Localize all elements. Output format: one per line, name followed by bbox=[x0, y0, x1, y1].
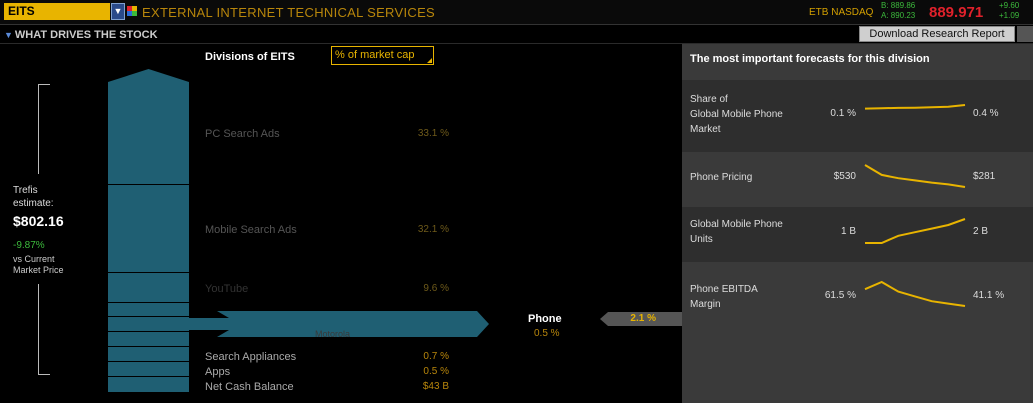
download-report-button[interactable]: Download Research Report bbox=[859, 26, 1015, 42]
bracket-top bbox=[38, 84, 50, 174]
panel-scroll-button[interactable] bbox=[1017, 26, 1033, 42]
selected-division-label[interactable]: Phone bbox=[528, 313, 562, 325]
forecast-name: Global Mobile Phone Units bbox=[690, 217, 783, 247]
estimate-note-line1: vs Current bbox=[13, 254, 55, 264]
division-value-mobile-search-ads: 32.1 % bbox=[417, 224, 449, 235]
price-change: +9.60 +1.09 bbox=[999, 1, 1019, 21]
security-type-icon bbox=[127, 6, 137, 16]
forecast-end-value: $281 bbox=[973, 171, 996, 182]
forecast-end-value: 41.1 % bbox=[973, 290, 1005, 301]
division-value-search-appliances: 0.7 % bbox=[423, 351, 449, 362]
divider bbox=[0, 43, 1033, 44]
section-header bbox=[0, 26, 1033, 43]
collapse-triangle-icon: ▼ bbox=[4, 30, 13, 40]
selected-division-share: 0.5 % bbox=[534, 328, 560, 339]
estimate-note-line2: Market Price bbox=[13, 265, 64, 275]
estimate-label-line1: Trefis bbox=[13, 185, 38, 196]
divisions-title: Divisions of EITS bbox=[205, 51, 295, 63]
forecast-name-line: Phone EBITDA bbox=[690, 284, 758, 295]
company-name: EXTERNAL INTERNET TECHNICAL SERVICES bbox=[142, 5, 436, 20]
forecast-name: Share of Global Mobile Phone Market bbox=[690, 92, 783, 137]
segment-mobile-search-ads[interactable] bbox=[108, 185, 189, 273]
segment-motorola[interactable] bbox=[108, 317, 189, 332]
forecast-start-value: $530 bbox=[833, 171, 856, 182]
forecast-name-line: Global Mobile Phone bbox=[690, 219, 783, 230]
stack-arrow-cap bbox=[108, 69, 189, 86]
ask-value: A: 890.23 bbox=[881, 11, 916, 20]
division-value-pc-search-ads: 33.1 % bbox=[417, 128, 449, 139]
forecast-trend-chart bbox=[865, 218, 966, 244]
segment-misc[interactable] bbox=[108, 362, 189, 377]
section-title-text: WHAT DRIVES THE STOCK bbox=[14, 29, 158, 41]
change-pct: +9.60 bbox=[999, 1, 1020, 10]
estimate-value: $802.16 bbox=[13, 213, 64, 229]
forecast-trend-chart bbox=[864, 164, 966, 188]
section-title[interactable]: ▼ WHAT DRIVES THE STOCK bbox=[4, 29, 158, 41]
forecast-trend-chart bbox=[864, 104, 966, 110]
division-label-pc-search-ads[interactable]: PC Search Ads bbox=[205, 128, 280, 140]
trend-line bbox=[865, 218, 966, 244]
forecast-end-value: 2 B bbox=[973, 226, 989, 237]
estimate-label: Trefis estimate: bbox=[13, 184, 54, 210]
forecast-name-line: Units bbox=[690, 234, 713, 245]
forecast-name: Phone EBITDA Margin bbox=[690, 282, 758, 312]
division-label-youtube[interactable]: YouTube bbox=[205, 283, 249, 295]
trend-line bbox=[864, 104, 966, 110]
division-label-motorola[interactable]: Motorola bbox=[315, 329, 351, 339]
forecast-panel-title: The most important forecasts for this di… bbox=[690, 53, 930, 65]
last-price: 889.971 bbox=[929, 4, 984, 21]
bid-value: B: 889.86 bbox=[881, 1, 916, 10]
forecast-start-value: 0.1 % bbox=[830, 108, 856, 119]
division-value-net-cash: $43 B bbox=[422, 381, 449, 392]
division-label-search-appliances[interactable]: Search Appliances bbox=[205, 351, 297, 363]
ticker-input[interactable]: EITS bbox=[4, 3, 110, 20]
chevron-down-icon: ▼ bbox=[113, 6, 123, 16]
segment-search-appliances[interactable] bbox=[108, 332, 189, 347]
motorola-expansion-arrow bbox=[189, 311, 489, 337]
forecast-row-pricing[interactable]: Phone Pricing $530 $281 bbox=[682, 152, 1033, 207]
forecast-name-line: Margin bbox=[690, 299, 721, 310]
segment-apps[interactable] bbox=[108, 347, 189, 362]
dropdown-corner-icon bbox=[427, 58, 432, 63]
trend-line bbox=[864, 164, 966, 188]
exchange-label: ETB NASDAQ bbox=[809, 7, 874, 18]
forecast-name: Phone Pricing bbox=[690, 170, 752, 185]
metric-select-value: % of market cap bbox=[335, 49, 415, 61]
forecast-name-line: Global Mobile Phone bbox=[690, 109, 783, 120]
forecast-row-ebitda[interactable]: Phone EBITDA Margin 61.5 % 41.1 % bbox=[682, 262, 1033, 332]
forecast-start-value: 1 B bbox=[840, 226, 856, 237]
forecast-row-units[interactable]: Global Mobile Phone Units 1 B 2 B bbox=[682, 207, 1033, 262]
division-label-apps[interactable]: Apps bbox=[205, 366, 231, 378]
metric-select[interactable]: % of market cap bbox=[331, 46, 434, 65]
segment-other[interactable] bbox=[108, 303, 189, 317]
change-abs: +1.09 bbox=[999, 11, 1020, 20]
estimate-label-line2: estimate: bbox=[13, 198, 54, 209]
forecast-name-line: Market bbox=[690, 124, 721, 135]
forecast-trend-chart bbox=[864, 280, 966, 307]
trend-line bbox=[864, 280, 966, 307]
forecast-start-value: 61.5 % bbox=[824, 290, 856, 301]
forecast-name-line: Phone Pricing bbox=[690, 172, 753, 183]
segment-net-cash[interactable] bbox=[108, 377, 189, 393]
segment-youtube[interactable] bbox=[108, 273, 189, 303]
estimate-note: vs Current Market Price bbox=[13, 254, 64, 276]
division-label-mobile-search-ads[interactable]: Mobile Search Ads bbox=[205, 224, 297, 236]
forecast-end-value: 0.4 % bbox=[973, 108, 999, 119]
bracket-bottom bbox=[38, 284, 50, 375]
segment-pc-search-ads[interactable] bbox=[108, 84, 189, 185]
division-value-apps: 0.5 % bbox=[423, 366, 449, 377]
bid-ask: B: 889.86 A: 890.23 bbox=[881, 1, 915, 21]
selected-division-tag: 2.1 % bbox=[600, 312, 682, 326]
division-label-net-cash[interactable]: Net Cash Balance bbox=[205, 381, 294, 393]
forecast-name-line: Share of bbox=[690, 94, 728, 105]
title-bar bbox=[0, 0, 1033, 25]
estimate-change: -9.87% bbox=[13, 240, 45, 251]
division-value-youtube: 9.6 % bbox=[423, 283, 449, 294]
forecast-row-share[interactable]: Share of Global Mobile Phone Market 0.1 … bbox=[682, 80, 1033, 152]
ticker-dropdown-button[interactable]: ▼ bbox=[111, 3, 125, 20]
